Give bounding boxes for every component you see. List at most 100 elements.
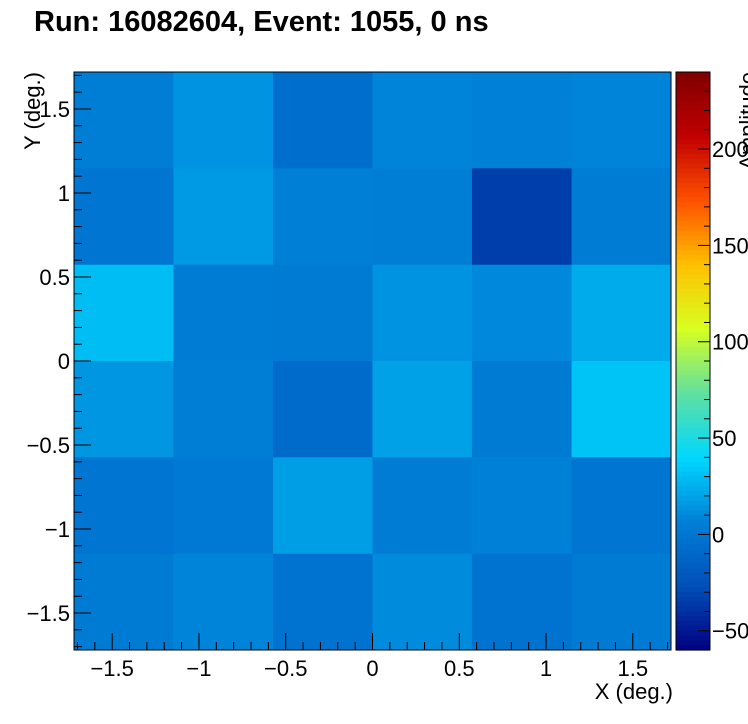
- colorbar-segment: [676, 447, 710, 454]
- z-tick-label: 200: [712, 137, 748, 162]
- colorbar-segment: [676, 539, 710, 545]
- y-axis: −1.5 −1 −0.5 0 0.5 1 1.5: [27, 74, 91, 648]
- colorbar-segment: [676, 611, 710, 617]
- colorbar-segment: [676, 279, 710, 285]
- heatmap-cell: [74, 457, 174, 555]
- colorbar-segment: [676, 394, 710, 401]
- x-tick-label: 0.5: [444, 656, 475, 681]
- colorbar-segment: [676, 298, 710, 304]
- heatmap-cell: [173, 72, 274, 169]
- heatmap-cell: [471, 264, 573, 362]
- heatmap-cell: [372, 72, 473, 169]
- colorbar-segment: [676, 124, 710, 131]
- colorbar-segment: [676, 606, 710, 613]
- colorbar-segment: [676, 356, 710, 362]
- y-tick-label: 0.5: [39, 265, 70, 290]
- colorbar-segment: [676, 529, 710, 535]
- colorbar-segment: [676, 466, 710, 473]
- colorbar-segment: [676, 293, 710, 299]
- colorbar-segment: [676, 96, 710, 102]
- colorbar-segment: [676, 110, 710, 116]
- colorbar-segment: [676, 601, 710, 608]
- colorbar-segment: [676, 510, 710, 516]
- colorbar-segment: [676, 211, 710, 218]
- colorbar-segment: [676, 129, 710, 136]
- colorbar-segment: [676, 105, 710, 112]
- colorbar-segment: [676, 149, 710, 155]
- heatmap-cell: [74, 168, 174, 266]
- colorbar-segment: [676, 100, 710, 107]
- z-tick-label: 100: [712, 330, 748, 355]
- colorbar-segment: [676, 544, 710, 550]
- colorbar-segment: [676, 163, 710, 169]
- colorbar-segment: [676, 635, 710, 641]
- colorbar-segment: [676, 81, 710, 88]
- colorbar-segment: [676, 582, 710, 588]
- colorbar-segment: [676, 597, 710, 603]
- z-tick-label: 0: [712, 522, 724, 547]
- colorbar-segment: [676, 457, 710, 463]
- x-tick-label: −0.5: [264, 656, 307, 681]
- colorbar-segment: [676, 385, 710, 391]
- colorbar-segment: [676, 553, 710, 560]
- colorbar-segment: [676, 158, 710, 165]
- colorbar-segment: [676, 259, 710, 266]
- colorbar-segment: [676, 640, 710, 646]
- colorbar-segment: [676, 336, 710, 343]
- colorbar-segment: [676, 428, 710, 434]
- colorbar-segment: [676, 621, 710, 627]
- colorbar-segment: [676, 471, 710, 478]
- colorbar-segment: [676, 500, 710, 507]
- x-tick-label: −1: [186, 656, 211, 681]
- colorbar-segment: [676, 216, 710, 222]
- heatmap-cell: [571, 361, 672, 458]
- colorbar-segment: [676, 587, 710, 593]
- colorbar-segment: [676, 645, 710, 651]
- colorbar-segment: [676, 515, 710, 521]
- colorbar-segment: [676, 577, 710, 584]
- colorbar-segment: [676, 380, 710, 386]
- colorbar-segment: [676, 192, 710, 198]
- heatmap-cell: [74, 264, 174, 362]
- colorbar-segment: [676, 389, 710, 396]
- heatmap-cell: [273, 72, 373, 169]
- colorbar-segment: [676, 481, 710, 487]
- colorbar-segment: [676, 413, 710, 420]
- colorbar-segment: [676, 409, 710, 415]
- heatmap-cell: [571, 553, 672, 651]
- x-tick-label: −1.5: [90, 656, 133, 681]
- colorbar-segment: [676, 182, 710, 189]
- colorbar-segment: [676, 452, 710, 458]
- colorbar-segment: [676, 308, 710, 314]
- colorbar-segment: [676, 230, 710, 237]
- color-scale-bar: −50 0 50 100 150 200: [675, 71, 748, 651]
- y-tick-label: −1: [45, 517, 70, 542]
- heatmap-cell: [173, 264, 274, 362]
- heatmap-cell: [74, 361, 174, 458]
- colorbar-segment: [676, 341, 710, 348]
- heatmap-cell: [471, 361, 573, 458]
- heatmap-cell: [372, 168, 473, 266]
- colorbar-segment: [676, 370, 710, 377]
- colorbar-segment: [676, 250, 710, 256]
- heatmap-cell: [74, 72, 174, 169]
- colorbar-segment: [676, 442, 710, 449]
- colorbar-segment: [676, 153, 710, 160]
- colorbar-segment: [676, 365, 710, 372]
- colorbar-segment: [676, 332, 710, 338]
- heatmap-cell: [471, 72, 573, 169]
- colorbar-title: Amplitude: [735, 72, 748, 170]
- colorbar-segment: [676, 375, 710, 381]
- z-tick-label: 50: [712, 426, 736, 451]
- colorbar-segment: [676, 187, 710, 194]
- colorbar-segment: [676, 72, 710, 78]
- colorbar-segment: [676, 404, 710, 410]
- colorbar-segment: [676, 548, 710, 555]
- heatmap-cell: [173, 553, 274, 651]
- colorbar-segment: [676, 197, 710, 203]
- colorbar-segment: [676, 462, 710, 468]
- colorbar-segment: [676, 139, 710, 145]
- colorbar-segment: [676, 255, 710, 261]
- heatmap-cell: [571, 168, 672, 266]
- colorbar-segment: [676, 288, 710, 295]
